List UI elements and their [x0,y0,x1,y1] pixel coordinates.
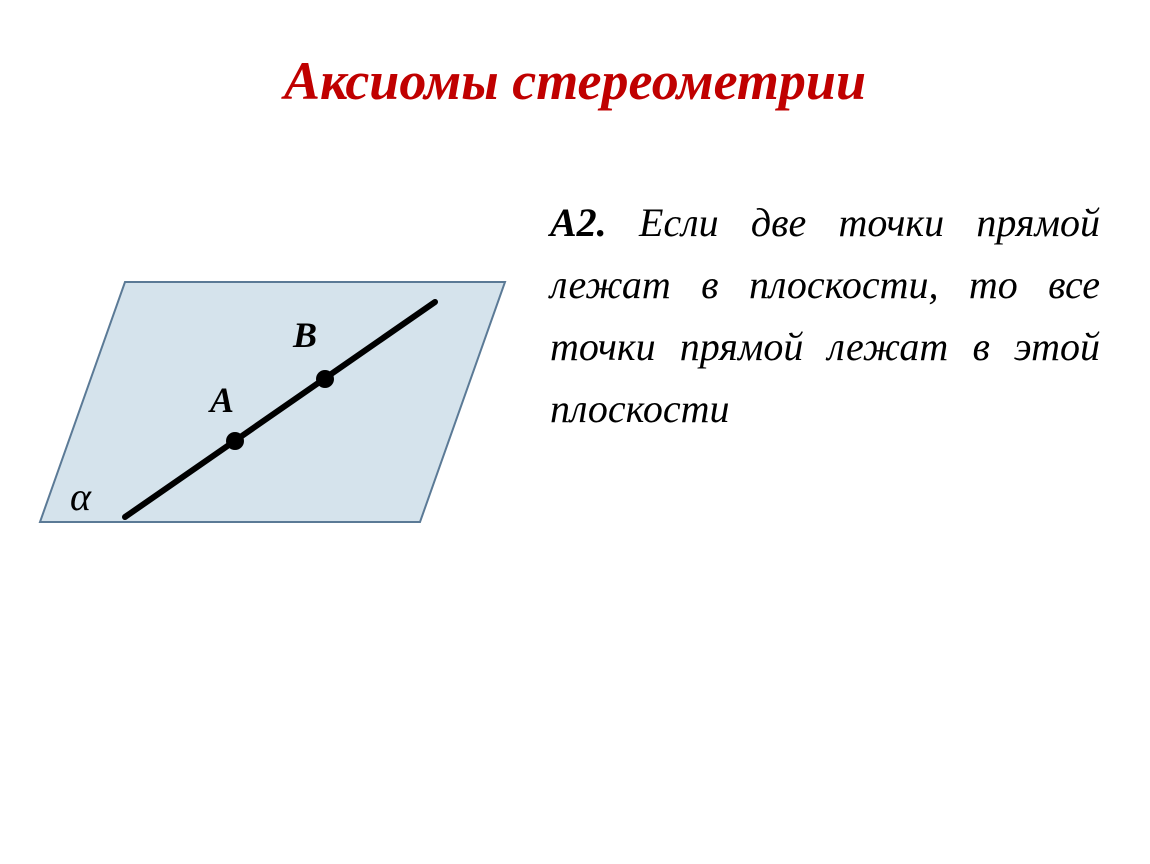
axiom-body: Если две точки прямой лежат в плоскости,… [550,200,1100,431]
label-b: B [292,315,317,355]
label-a: A [208,380,234,420]
slide-title: Аксиомы стереометрии [0,0,1150,112]
plane-shape [40,282,505,522]
point-b [316,370,334,388]
geometry-diagram: A B α [30,242,520,582]
axiom-text-container: А2. Если две точки прямой лежат в плоско… [520,182,1100,582]
title-text: Аксиомы стереометрии [284,51,866,111]
diagram-container: A B α [30,182,520,582]
plane-label-alpha: α [70,474,92,519]
content-area: A B α А2. Если две точки прямой лежат в … [0,112,1150,582]
point-a [226,432,244,450]
axiom-number: А2. [550,200,607,245]
